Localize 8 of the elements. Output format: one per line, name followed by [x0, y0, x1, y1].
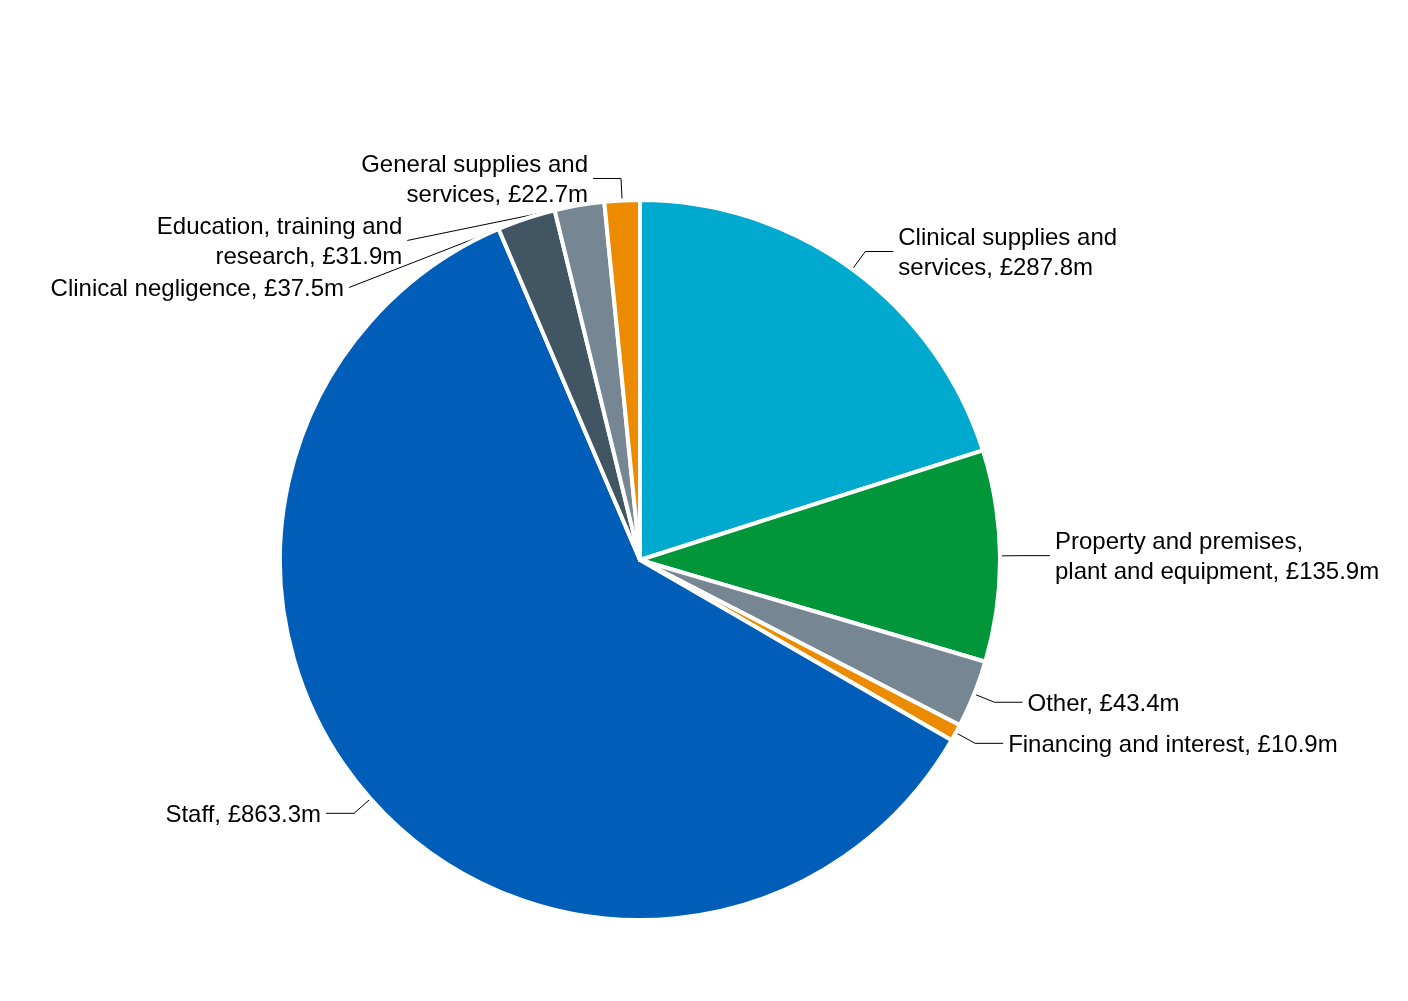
slice-label: Education, training and research, £31.9m: [156, 211, 403, 269]
slice-label: Clinical negligence, £37.5m: [50, 273, 345, 301]
slice-label: Other, £43.4m: [1027, 688, 1180, 716]
slice-label: Property and premises, plant and equipment, £135.9m: [1054, 527, 1380, 585]
slice-label: Clinical supplies and services, £287.8m: [898, 223, 1118, 281]
slice-label: Staff, £863.3m: [165, 799, 322, 827]
slice-label: Financing and interest, £10.9m: [1008, 729, 1338, 757]
slice-label: General supplies and services, £22.7m: [361, 149, 588, 207]
